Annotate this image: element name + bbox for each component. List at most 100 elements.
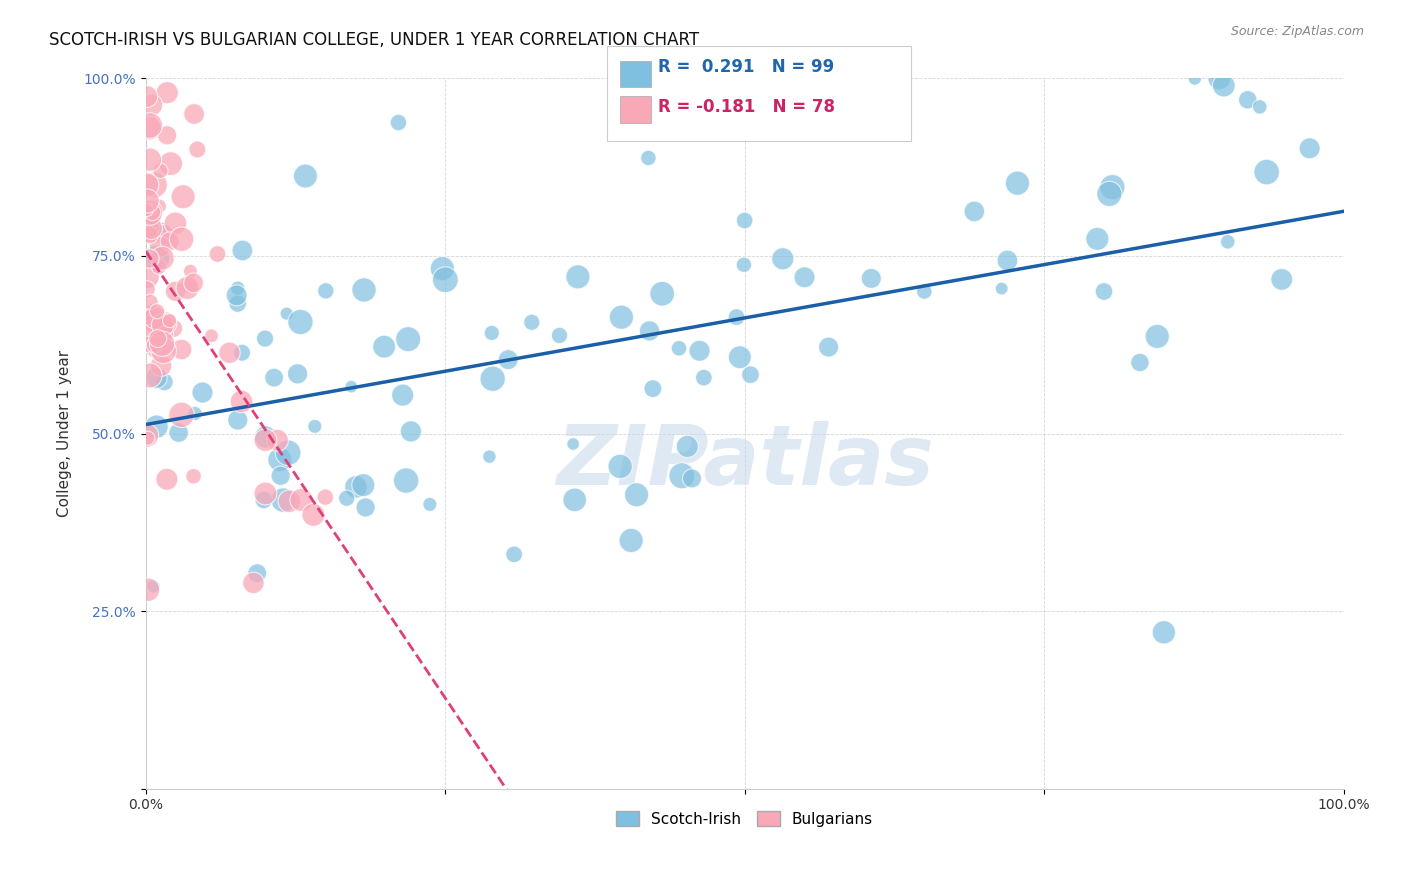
Point <box>1256 165 1278 179</box>
Text: R = -0.181   N = 78: R = -0.181 N = 78 <box>658 98 835 116</box>
Point <box>314 490 336 504</box>
Point <box>478 450 501 464</box>
Point <box>159 235 181 249</box>
Point <box>269 452 291 467</box>
Point <box>179 264 201 278</box>
Point <box>963 204 986 219</box>
Point <box>1129 355 1152 369</box>
Point <box>138 252 160 266</box>
Point <box>141 205 163 219</box>
Point <box>391 388 413 402</box>
Point <box>263 370 285 384</box>
Point <box>153 227 176 242</box>
Point <box>609 459 631 474</box>
Point <box>184 407 207 421</box>
Point <box>637 151 659 165</box>
Legend: Scotch-Irish, Bulgarians: Scotch-Irish, Bulgarians <box>609 803 880 834</box>
Point <box>135 226 157 240</box>
Point <box>135 178 157 192</box>
Point <box>1098 186 1121 201</box>
Point <box>990 282 1012 296</box>
Point <box>641 382 664 396</box>
Point <box>218 345 240 359</box>
Point <box>150 336 173 351</box>
Point <box>266 434 288 448</box>
Point <box>1208 71 1230 86</box>
Point <box>302 508 325 522</box>
Point <box>676 439 699 453</box>
Point <box>138 119 160 133</box>
Point <box>135 329 157 343</box>
Point <box>315 284 337 298</box>
Point <box>226 296 249 310</box>
Point <box>1212 78 1234 93</box>
Point <box>145 251 167 265</box>
Point <box>1184 71 1206 86</box>
Point <box>481 326 503 340</box>
Point <box>135 269 157 284</box>
Point <box>610 310 633 325</box>
Point <box>145 419 167 434</box>
Point <box>242 575 264 590</box>
Point <box>290 315 312 329</box>
Point <box>138 227 160 242</box>
Point <box>170 343 193 357</box>
Y-axis label: College, Under 1 year: College, Under 1 year <box>58 350 72 517</box>
Point <box>277 446 299 460</box>
Point <box>231 394 253 409</box>
Point <box>183 276 205 290</box>
Point <box>725 310 748 325</box>
Point <box>352 478 374 492</box>
Point <box>353 283 375 297</box>
Point <box>304 419 326 434</box>
Point <box>772 252 794 266</box>
Point <box>626 488 648 502</box>
Point <box>150 252 173 266</box>
Point <box>150 222 173 236</box>
Point <box>689 343 711 358</box>
Point <box>138 310 160 325</box>
Point <box>183 469 205 483</box>
Point <box>167 425 190 440</box>
Point <box>387 115 409 129</box>
Point <box>734 213 756 227</box>
Point <box>817 340 839 354</box>
Point <box>344 480 367 494</box>
Point <box>728 351 751 365</box>
Text: R =  0.291   N = 99: R = 0.291 N = 99 <box>658 58 834 76</box>
Point <box>419 497 441 511</box>
Point <box>150 359 173 373</box>
Point <box>278 494 301 508</box>
Point <box>156 472 179 486</box>
Point <box>246 566 269 581</box>
Point <box>693 370 716 384</box>
Point <box>153 375 176 389</box>
Point <box>200 328 222 343</box>
Point <box>135 202 157 217</box>
Point <box>997 253 1019 268</box>
Point <box>225 288 247 302</box>
Point <box>287 367 309 381</box>
Point <box>141 303 163 318</box>
Point <box>191 385 214 400</box>
Point <box>183 107 205 121</box>
Point <box>651 286 673 301</box>
Point <box>141 221 163 235</box>
Point <box>207 247 229 261</box>
Point <box>1271 272 1294 286</box>
Point <box>276 307 298 321</box>
Point <box>139 295 162 310</box>
Point <box>152 318 174 332</box>
Point <box>481 372 503 386</box>
Point <box>172 190 194 204</box>
Point <box>138 121 160 136</box>
Point <box>733 258 755 272</box>
Point <box>668 341 690 355</box>
Point <box>1249 100 1271 114</box>
Point <box>159 313 181 327</box>
Point <box>254 486 277 500</box>
Point <box>564 492 586 507</box>
Point <box>336 491 359 506</box>
Point <box>231 244 253 258</box>
Point <box>141 98 163 112</box>
